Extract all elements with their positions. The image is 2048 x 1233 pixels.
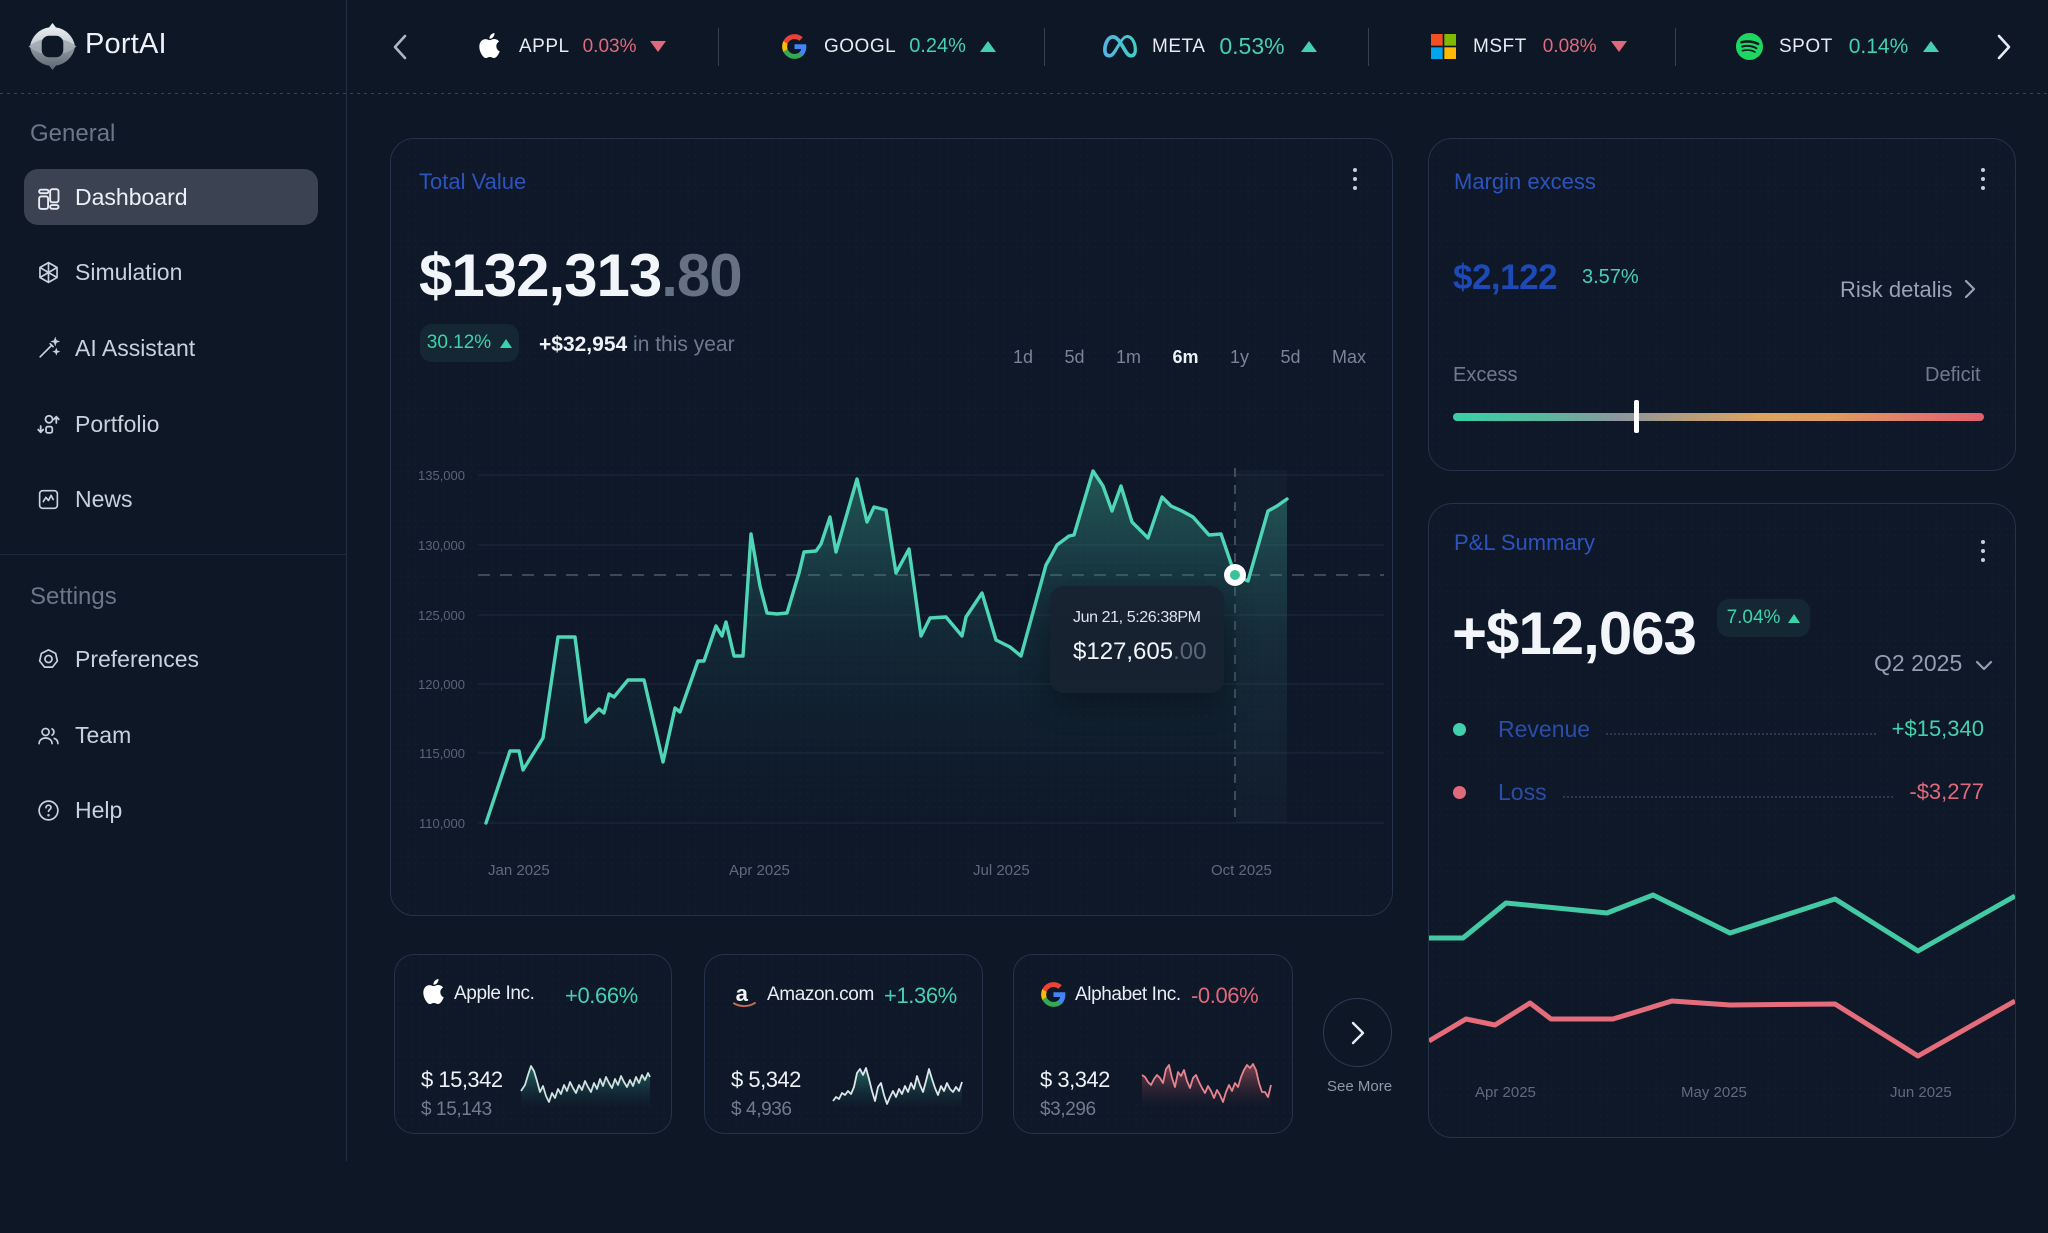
svg-text:a: a — [736, 981, 749, 1006]
